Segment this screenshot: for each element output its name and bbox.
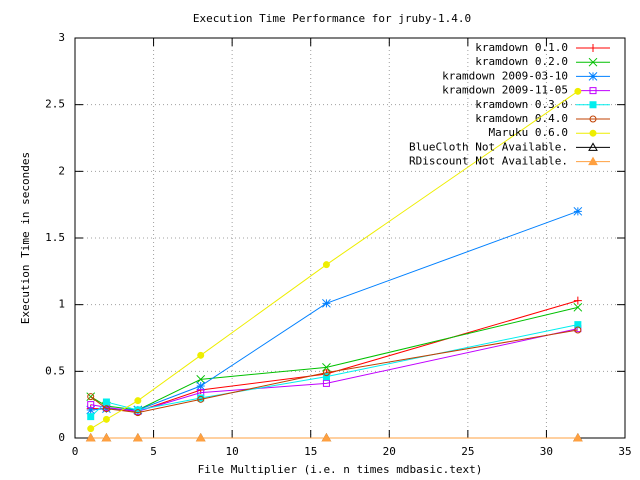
data-point [573,302,583,312]
y-axis-label: Execution Time in secondes [19,152,32,324]
data-point [101,432,112,442]
legend-marker [588,156,598,166]
chart-title: Execution Time Performance for jruby-1.4… [193,12,471,25]
legend-label: kramdown 0.1.0 [475,41,568,54]
y-tick-label: 1 [58,298,65,311]
data-point [574,321,582,329]
x-tick-label: 15 [304,445,317,458]
legend-marker [588,142,598,151]
legend-marker [589,129,597,137]
legend-label: kramdown 0.3.0 [475,98,568,111]
legend-label: kramdown 2009-11-05 [442,84,568,97]
y-tick-label: 1.5 [45,231,65,244]
data-point [574,87,582,95]
legend-marker [588,57,598,67]
y-tick-label: 2.5 [45,98,65,111]
legend-label: BlueCloth Not Available. [409,140,568,153]
data-point [573,296,582,305]
data-point [87,393,95,401]
x-tick-label: 10 [226,445,239,458]
legend-marker [589,87,597,95]
data-point [134,397,142,405]
data-point [85,432,96,442]
legend-marker [589,101,597,109]
data-point [321,432,332,442]
data-point [196,381,206,391]
y-tick-label: 2 [58,164,65,177]
x-tick-label: 25 [461,445,474,458]
x-tick-label: 5 [150,445,157,458]
data-point [196,374,206,384]
y-tick-label: 0.5 [45,364,65,377]
legend-label: kramdown 0.2.0 [475,55,568,68]
x-axis-label: File Multiplier (i.e. n times mdbasic.te… [198,463,483,476]
data-point [87,425,95,433]
x-tick-label: 0 [72,445,79,458]
legend-marker [589,44,597,52]
data-point [87,401,95,409]
legend-label: RDiscount Not Available. [409,155,568,168]
data-point [132,432,143,442]
legend-marker [589,115,597,123]
data-point [574,326,582,334]
data-point [573,206,583,216]
data-point [195,432,206,442]
data-point [322,362,331,372]
data-point [322,298,331,308]
data-point [102,405,110,413]
data-point [134,409,142,417]
legend-label: Maruku 0.6.0 [489,126,568,139]
y-tick-label: 3 [58,31,65,44]
data-point [87,413,95,421]
data-point [322,261,330,269]
data-point [322,369,330,377]
data-point [197,395,205,403]
x-tick-label: 20 [383,445,396,458]
data-point [102,415,110,423]
data-point [86,405,96,415]
legend-label: kramdown 0.4.0 [475,112,568,125]
legend-label: kramdown 2009-03-10 [442,69,568,82]
data-point [322,379,330,387]
data-point [197,351,205,359]
x-tick-label: 30 [540,445,553,458]
x-tick-label: 35 [618,445,631,458]
data-point [102,398,110,406]
data-point [572,432,583,442]
y-tick-label: 0 [58,431,65,444]
legend-marker [588,72,598,81]
